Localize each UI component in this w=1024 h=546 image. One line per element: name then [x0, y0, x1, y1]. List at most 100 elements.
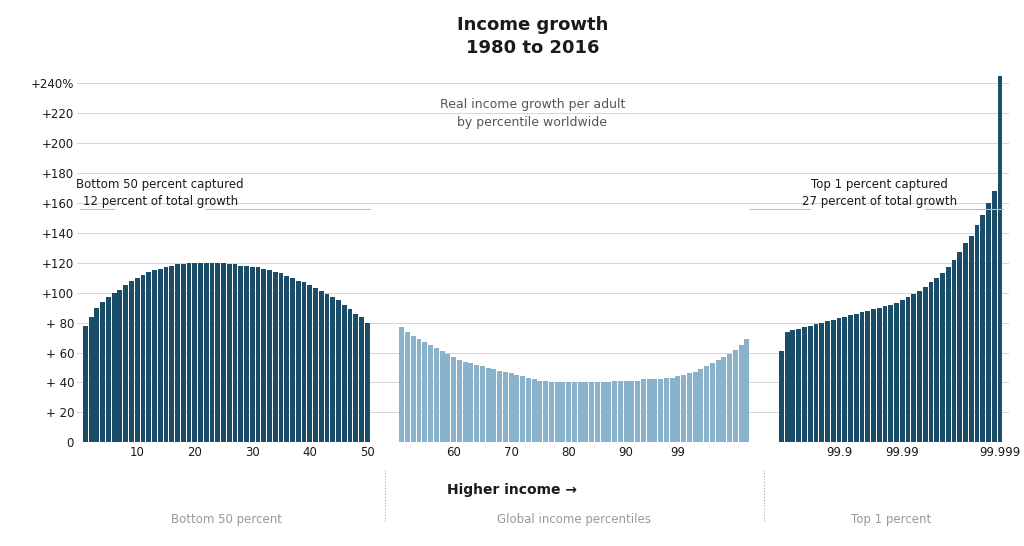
Bar: [331, 297, 335, 442]
Bar: [784, 331, 790, 442]
Bar: [698, 369, 703, 442]
Bar: [480, 366, 484, 442]
Bar: [158, 269, 163, 442]
Bar: [877, 308, 882, 442]
Bar: [94, 308, 99, 442]
Bar: [830, 319, 836, 442]
Bar: [406, 331, 410, 442]
Bar: [509, 373, 513, 442]
Bar: [452, 357, 456, 442]
Bar: [353, 314, 358, 442]
Bar: [514, 375, 519, 442]
Bar: [204, 263, 209, 442]
Bar: [399, 327, 404, 442]
Bar: [797, 329, 801, 442]
Bar: [652, 379, 657, 442]
Bar: [664, 378, 669, 442]
Bar: [296, 281, 301, 442]
Bar: [589, 382, 594, 442]
Bar: [819, 323, 824, 442]
Bar: [997, 76, 1002, 442]
Bar: [244, 266, 249, 442]
Bar: [526, 378, 530, 442]
Bar: [687, 373, 692, 442]
Bar: [112, 293, 117, 442]
Text: Top 1 percent captured
27 percent of total growth: Top 1 percent captured 27 percent of tot…: [802, 177, 956, 207]
Bar: [417, 339, 422, 442]
Bar: [497, 371, 502, 442]
Bar: [193, 263, 198, 442]
Bar: [888, 305, 893, 442]
Bar: [905, 297, 910, 442]
Bar: [422, 342, 427, 442]
Bar: [256, 268, 260, 442]
Bar: [457, 360, 462, 442]
Bar: [918, 291, 922, 442]
Bar: [641, 379, 646, 442]
Bar: [549, 382, 554, 442]
Bar: [474, 365, 479, 442]
Bar: [940, 274, 945, 442]
Bar: [813, 324, 818, 442]
Bar: [89, 317, 93, 442]
Bar: [468, 363, 473, 442]
Bar: [129, 281, 134, 442]
Bar: [140, 275, 145, 442]
Bar: [584, 382, 589, 442]
Bar: [313, 288, 318, 442]
Bar: [727, 354, 732, 442]
Bar: [676, 377, 680, 442]
Bar: [318, 291, 324, 442]
Bar: [135, 278, 139, 442]
Bar: [848, 315, 853, 442]
Bar: [900, 300, 904, 442]
Bar: [738, 345, 743, 442]
Bar: [854, 314, 859, 442]
Bar: [152, 270, 157, 442]
Bar: [635, 381, 640, 442]
Bar: [733, 349, 738, 442]
Bar: [595, 382, 600, 442]
Bar: [969, 236, 974, 442]
Bar: [463, 361, 468, 442]
Bar: [779, 351, 784, 442]
Bar: [791, 330, 796, 442]
Bar: [808, 325, 813, 442]
Text: Bottom 50 percent captured
12 percent of total growth: Bottom 50 percent captured 12 percent of…: [77, 177, 244, 207]
Bar: [359, 317, 364, 442]
Text: Top 1 percent: Top 1 percent: [851, 513, 931, 526]
Bar: [946, 268, 950, 442]
Bar: [658, 379, 664, 442]
Bar: [543, 381, 548, 442]
Bar: [531, 379, 537, 442]
Bar: [272, 272, 278, 442]
Bar: [929, 282, 934, 442]
Bar: [164, 268, 168, 442]
Bar: [83, 325, 88, 442]
Bar: [503, 372, 508, 442]
Bar: [445, 354, 451, 442]
Bar: [560, 382, 565, 442]
Bar: [118, 290, 123, 442]
Bar: [963, 244, 968, 442]
Bar: [617, 381, 623, 442]
Bar: [911, 294, 916, 442]
Bar: [169, 266, 174, 442]
Bar: [106, 297, 111, 442]
Bar: [825, 321, 829, 442]
Bar: [802, 327, 807, 442]
Bar: [434, 348, 438, 442]
Bar: [951, 260, 956, 442]
Bar: [261, 269, 266, 442]
Bar: [365, 323, 370, 442]
Bar: [647, 379, 651, 442]
Bar: [681, 375, 686, 442]
Bar: [894, 303, 899, 442]
Bar: [279, 274, 284, 442]
Bar: [221, 263, 226, 442]
Bar: [986, 203, 991, 442]
Bar: [100, 302, 105, 442]
Bar: [934, 278, 939, 442]
Bar: [175, 264, 180, 442]
Bar: [181, 264, 185, 442]
